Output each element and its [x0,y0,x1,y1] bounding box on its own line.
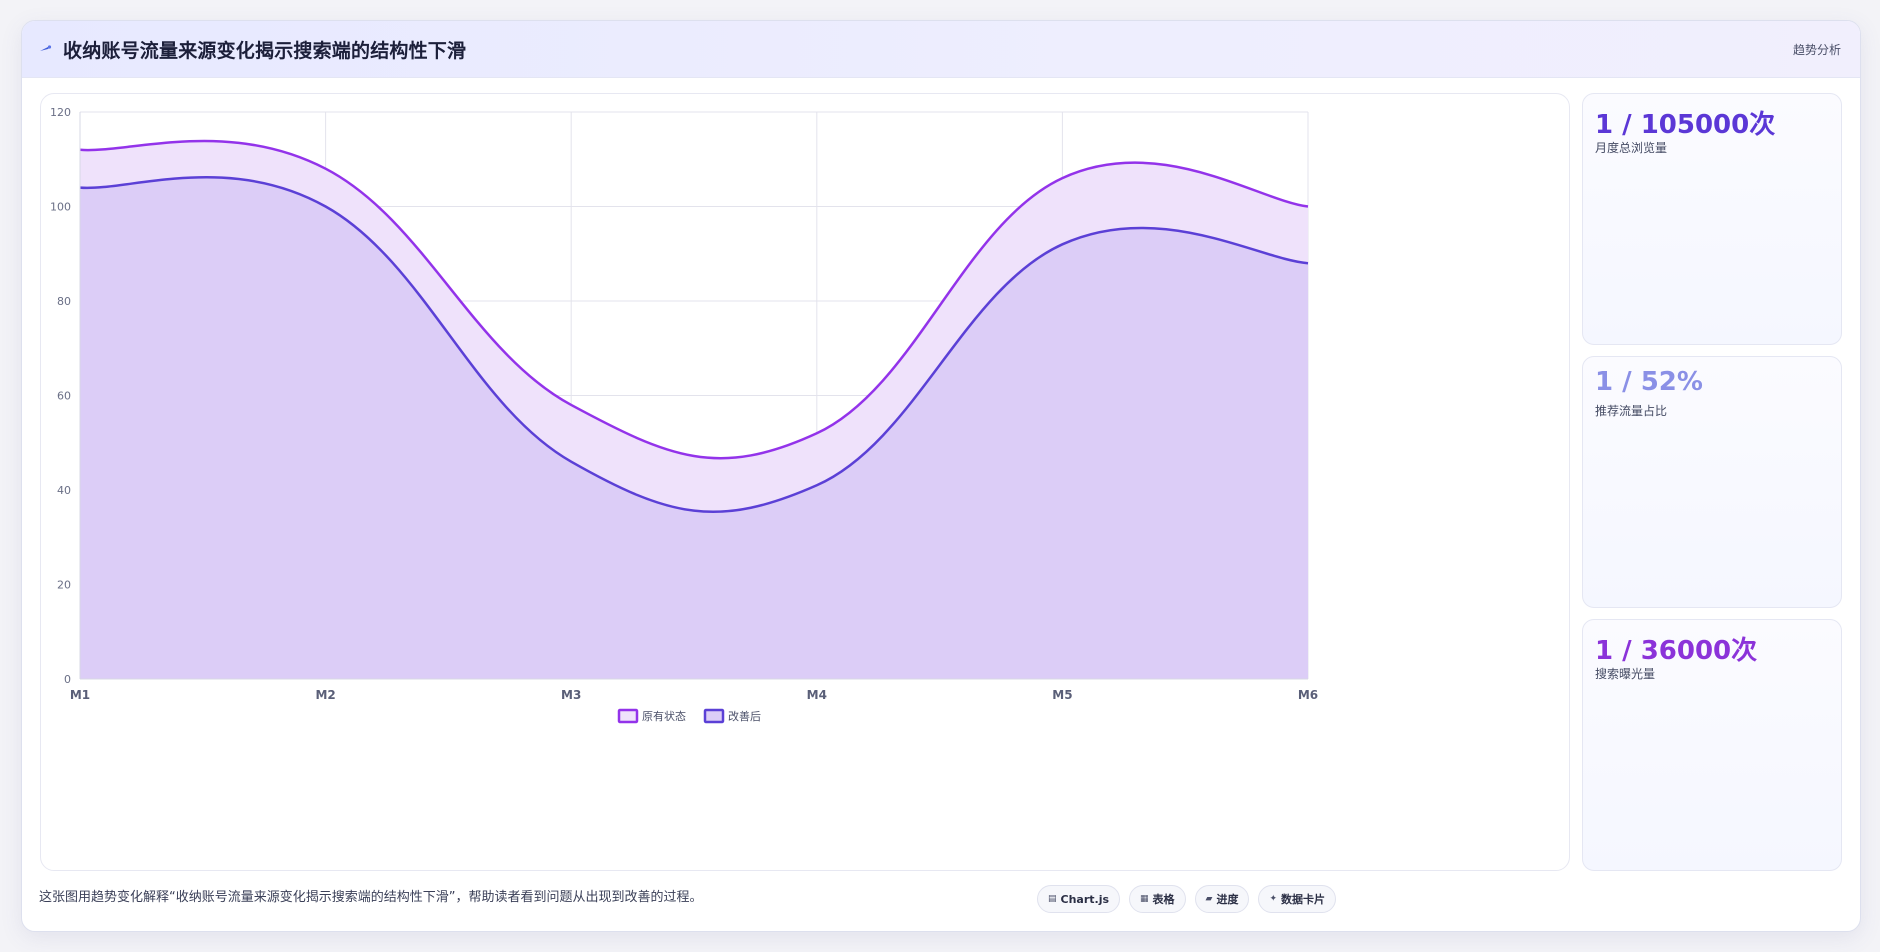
chip-label: 表格 [1152,893,1175,906]
y-tick-label: 0 [64,673,71,686]
stat-label: 月度总浏览量 [1595,141,1668,155]
stat-label: 推荐流量占比 [1595,404,1668,418]
stat-value: 1 / 105000次 [1595,110,1776,140]
x-tick-label: M3 [561,688,581,702]
stat-label: 搜索曝光量 [1595,667,1656,681]
stat-value: 1 / 52% [1595,367,1703,397]
chip-label: 数据卡片 [1281,893,1326,906]
stat-value: 1 / 36000次 [1595,636,1758,666]
chip-table[interactable]: ▦ 表格 [1129,885,1186,913]
series-area-2 [80,177,1308,680]
stat-card-views: 1 / 105000次 月度总浏览量 [1582,93,1842,345]
comet-icon [40,45,52,51]
progress-icon: ▰ [1205,894,1213,904]
chart-icon: ▤ [1048,894,1057,904]
series-line-2 [79,175,1309,514]
series-line-1 [79,139,1309,460]
y-tick-label: 60 [57,390,71,403]
chart-card: 收纳账号流量来源变化揭示搜索端的结构性下滑 趋势分析 0 20 40 60 80 100 1… [21,20,1861,932]
chart-caption: 这张图用趋势变化解释“收纳账号流量来源变化揭示搜索端的结构性下滑”，帮助读者看到… [39,890,703,905]
y-tick-label: 120 [50,106,71,119]
x-tick-label: M2 [315,688,335,702]
chip-progress[interactable]: ▰ 进度 [1194,885,1250,913]
area-chart: 0 20 40 60 80 100 120 M1 M2 M3 M4 M5 M6 原有状态 改善后 [50,106,1318,724]
sparkle-icon: ✦ [1269,894,1278,904]
y-tick-label: 40 [57,484,71,497]
legend-label: 改善后 [728,709,761,723]
tech-chips: ▤ Chart.js ▦ 表格 ▰ 进度 ✦ 数据卡片 [1037,885,1337,913]
trend-analysis-tag: 趋势分析 [1792,43,1841,57]
x-tick-label: M6 [1298,688,1318,702]
legend-swatch [617,708,639,724]
chart-panel: 0 20 40 60 80 100 120 M1 M2 M3 M4 M5 M6 原有状态 改善后 [40,93,1570,871]
y-tick-label: 100 [50,201,71,214]
x-tick-label: M4 [807,688,827,702]
chip-data-card[interactable]: ✦ 数据卡片 [1258,885,1337,913]
x-tick-label: M5 [1052,688,1072,702]
x-tick-label: M1 [70,688,90,702]
legend-label: 原有状态 [642,709,686,723]
legend-swatch [703,708,725,724]
y-tick-label: 20 [57,579,71,592]
chip-chartjs[interactable]: ▤ Chart.js [1037,885,1121,913]
stat-card-search-exposure: 1 / 36000次 搜索曝光量 [1582,619,1842,871]
y-tick-label: 80 [57,295,71,308]
chip-label: Chart.js [1060,892,1110,906]
page-title: 收纳账号流量来源变化揭示搜索端的结构性下滑 [63,40,467,62]
chip-label: 进度 [1216,893,1239,906]
table-icon: ▦ [1140,894,1149,904]
stat-card-recommend-share: 1 / 52% 推荐流量占比 [1582,356,1842,608]
card-header: 收纳账号流量来源变化揭示搜索端的结构性下滑 趋势分析 [22,21,1860,78]
